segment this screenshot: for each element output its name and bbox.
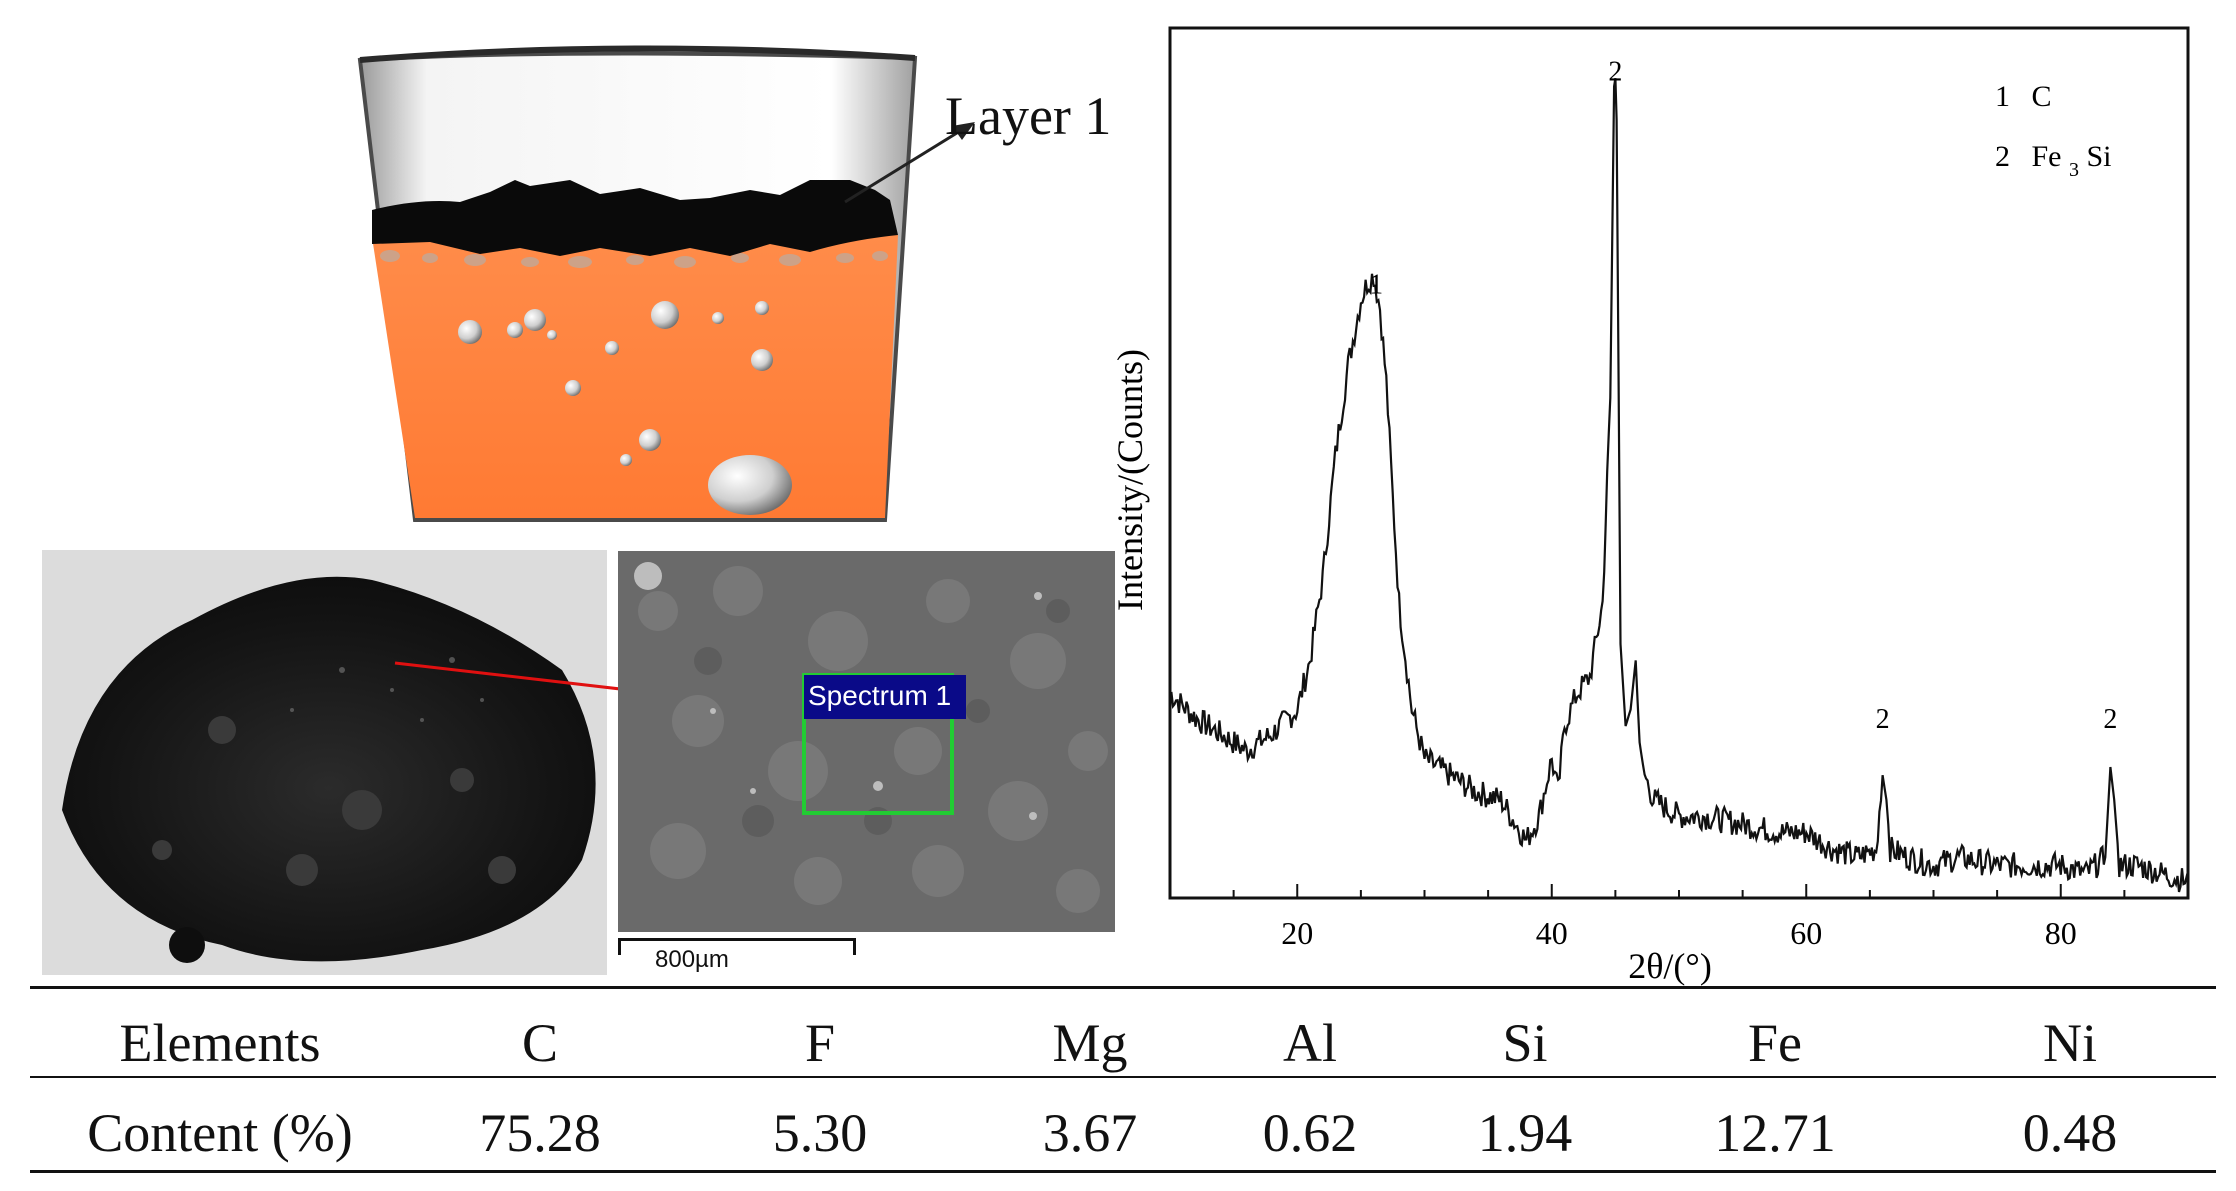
element-ni: Ni [2043,1013,2097,1073]
xrd-series-line [1169,78,2190,893]
legend-phase-base: Fe [2032,140,2062,173]
element-fe: Fe [1748,1013,1802,1073]
element-mg: Mg [1052,1013,1128,1073]
value-ni: 0.48 [2022,1103,2118,1163]
table-row-label: Content (%) [87,1103,353,1163]
value-mg: 3.67 [1042,1103,1138,1163]
value-f: 5.30 [772,1103,868,1163]
legend-item-2: 2 Fe 3 Si [1995,140,2112,183]
powder-photo [42,550,607,975]
table-bottom-rule [30,1170,2216,1173]
legend-phase: C [2032,80,2052,113]
x-tick-label: 80 [2045,915,2077,951]
layer-1-deposit [372,180,898,256]
element-si: Si [1502,1013,1548,1073]
legend-phase-tail: Si [2087,140,2112,173]
x-tick-label: 40 [1536,915,1568,951]
peak-label: 2 [1876,704,1890,735]
crucible-illustration [357,45,975,522]
spectrum-label: Spectrum 1 [808,680,952,711]
legend-num: 2 [1995,140,2010,173]
molten-metal [372,232,898,518]
metal-droplets [458,301,792,515]
scale-bar-label: 800µm [655,946,729,973]
element-c: C [521,1013,559,1073]
layer-1-label: Layer 1 [945,86,1112,146]
x-axis-label: 2θ/(°) [1628,946,1712,986]
value-al: 0.62 [1262,1103,1358,1163]
table-top-rule [30,986,2216,989]
peak-label: 2 [2103,704,2117,735]
element-al: Al [1283,1013,1337,1073]
x-tick-label: 20 [1281,915,1313,951]
value-c: 75.28 [479,1103,601,1163]
value-fe: 12.71 [1714,1103,1836,1163]
legend-num: 1 [1995,80,2010,113]
xrd-chart: 20 40 60 80 122 2 Intensity/(Counts) 2θ/(°) … [1110,26,2190,986]
x-tick-label: 60 [1790,915,1822,951]
peak-label: 1 [1369,270,1383,301]
peak-label: 2 [1608,56,1622,87]
legend-phase-sub: 3 [2069,159,2079,181]
legend-item-1: 1 C [1995,80,2052,113]
table-mid-rule [30,1076,2216,1078]
table-header-label: Elements [119,1013,321,1073]
value-si: 1.94 [1477,1103,1573,1163]
element-f: F [804,1013,836,1073]
sem-micrograph: Spectrum 1 [618,551,1115,932]
legend: 1 C 2 Fe 3 Si [1995,80,2112,183]
y-axis-label: Intensity/(Counts) [1110,349,1150,611]
scale-bar [618,938,856,955]
